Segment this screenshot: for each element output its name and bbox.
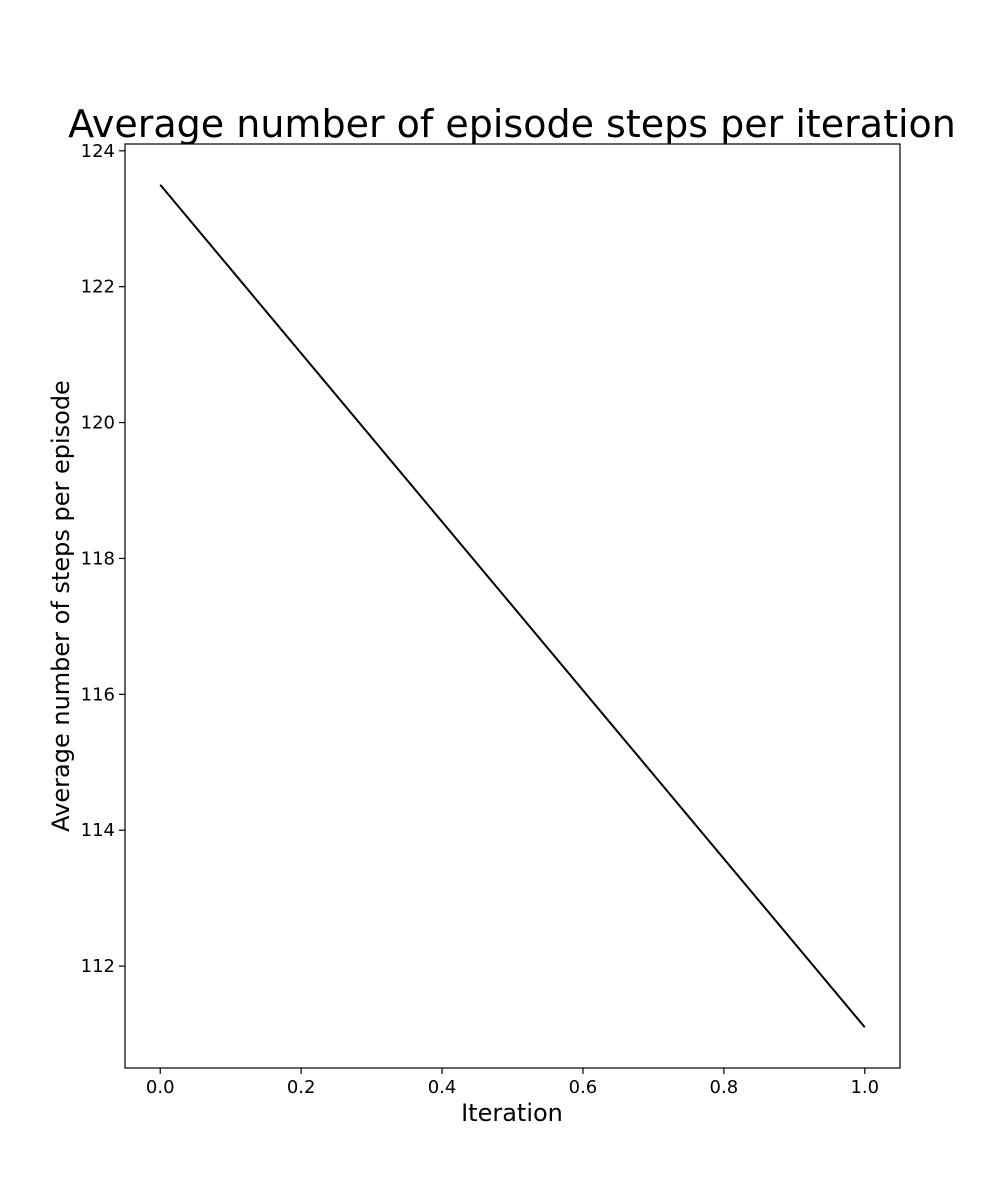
- y-tick-label: 112: [81, 956, 115, 977]
- series-line: [159, 184, 866, 1028]
- y-axis-label: Average number of steps per episode: [47, 380, 75, 832]
- y-tick-label: 122: [81, 277, 115, 298]
- y-tick-label: 124: [81, 141, 115, 162]
- y-tick-label: 114: [81, 820, 115, 841]
- chart-title: Average number of episode steps per iter…: [68, 102, 956, 146]
- x-tick-label: 0.2: [287, 1077, 316, 1098]
- x-tick-label: 0.6: [569, 1077, 598, 1098]
- y-tick-label: 116: [81, 684, 115, 705]
- y-tick-label: 120: [81, 413, 115, 434]
- x-tick-label: 1.0: [850, 1077, 879, 1098]
- x-tick-label: 0.8: [710, 1077, 739, 1098]
- series-layer: [159, 184, 866, 1028]
- x-tick-label: 0.4: [428, 1077, 457, 1098]
- y-axis-ticks: 112 114 116 118 120 122 124: [81, 141, 125, 977]
- x-tick-label: 0.0: [146, 1077, 175, 1098]
- x-axis-ticks: 0.0 0.2 0.4 0.6 0.8 1.0: [146, 1068, 879, 1098]
- x-axis-label: Iteration: [461, 1099, 563, 1127]
- y-tick-label: 118: [81, 548, 115, 569]
